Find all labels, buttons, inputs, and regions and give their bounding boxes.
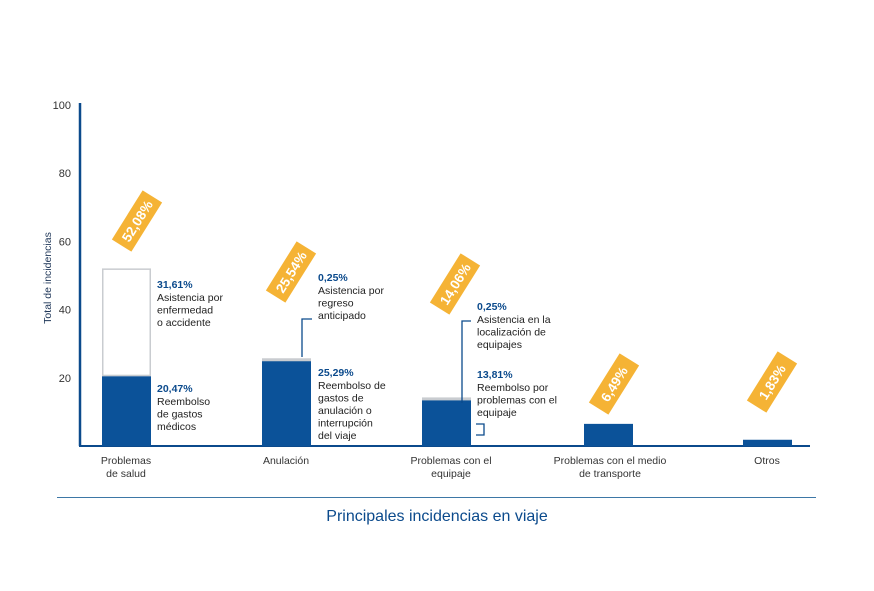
bar-segment — [262, 359, 311, 446]
total-badge-bg — [588, 353, 640, 415]
segment-percent: 0,25% — [318, 272, 348, 284]
y-tick-label: 40 — [59, 305, 71, 317]
total-badge: 52,08% — [111, 190, 163, 252]
bar-segment — [262, 358, 311, 362]
bar-segment — [584, 423, 633, 446]
bar-segment — [422, 397, 471, 401]
bar-segment — [102, 268, 151, 377]
x-category-label: Anulación — [263, 455, 309, 467]
x-category-label: Problemas de salud — [101, 455, 151, 480]
segment-percent: 0,25% — [477, 301, 507, 313]
total-badge-bg — [429, 253, 481, 315]
segment-description: Asistencia en la localización de equipajes — [477, 314, 551, 351]
leader-line — [461, 320, 471, 403]
bar-segment — [743, 439, 792, 446]
leader-line — [301, 318, 312, 357]
title-divider — [57, 497, 816, 498]
segment-percent: 20,47% — [157, 383, 193, 395]
total-badge: 6,49% — [588, 353, 640, 415]
total-badge-bg — [111, 190, 163, 252]
total-badge: 14,06% — [429, 253, 481, 315]
total-badge: 1,83% — [746, 351, 798, 413]
bar-segment — [102, 376, 151, 446]
segment-description: Asistencia por enfermedad o accidente — [157, 292, 223, 329]
total-badge: 25,54% — [265, 241, 317, 303]
segment-description: Reembolso por problemas con el equipaje — [477, 382, 557, 419]
chart-title: Principales incidencias en viaje — [326, 508, 548, 525]
y-tick-label: 80 — [59, 168, 71, 180]
x-category-label: Problemas con el equipaje — [410, 455, 491, 480]
total-badge-bg — [746, 351, 798, 413]
bar-segment — [422, 398, 471, 446]
segment-percent: 31,61% — [157, 279, 193, 291]
segment-percent: 13,81% — [477, 369, 513, 381]
segment-description: Reembolso de gastos de anulación o interrup… — [318, 380, 386, 442]
segment-percent: 25,29% — [318, 367, 354, 379]
segment-description: Asistencia por regreso anticipado — [318, 285, 384, 322]
total-badge-bg — [265, 241, 317, 303]
y-tick-label: 60 — [59, 236, 71, 248]
leader-line — [476, 423, 485, 436]
y-tick-label: 100 — [53, 100, 71, 112]
x-category-label: Problemas con el medio de transporte — [554, 455, 667, 480]
y-axis-label: Total de incidencias — [42, 232, 54, 324]
y-tick-label: 20 — [59, 373, 71, 385]
x-category-label: Otros — [754, 455, 780, 467]
segment-description: Reembolso de gastos médicos — [157, 396, 210, 433]
